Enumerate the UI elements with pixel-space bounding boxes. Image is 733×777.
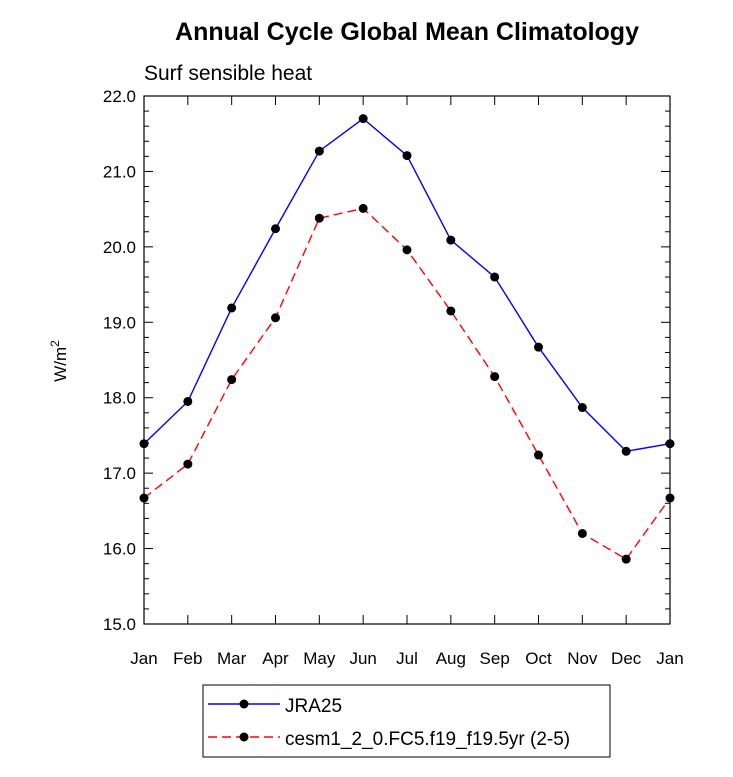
data-point — [227, 375, 237, 385]
plot-frame — [143, 95, 671, 625]
data-point — [577, 403, 587, 413]
data-point — [534, 342, 543, 352]
y-tick-label: 15.0 — [103, 615, 136, 634]
y-axis-label-superscript: 2 — [48, 340, 62, 347]
data-point — [665, 493, 675, 503]
data-point — [314, 213, 324, 223]
data-point — [490, 372, 500, 382]
legend-marker-1 — [239, 732, 249, 742]
x-tick-label: Apr — [262, 649, 289, 668]
data-point — [183, 459, 193, 469]
x-tick-label: Sep — [480, 649, 510, 668]
series-line-0 — [143, 117, 671, 453]
data-point — [139, 493, 149, 503]
legend: JRA25 cesm1_2_0.FC5.f19_f19.5yr (2-5) — [208, 696, 570, 750]
y-tick-label: 18.0 — [103, 389, 136, 408]
legend-label-jra25: JRA25 — [285, 696, 342, 717]
data-point — [621, 446, 631, 456]
series-line-1 — [143, 207, 671, 561]
data-point — [139, 439, 149, 449]
x-tick-label: Aug — [436, 649, 466, 668]
data-point — [358, 203, 368, 213]
legend-marker-0 — [239, 699, 249, 709]
data-point — [446, 306, 456, 316]
data-point — [314, 146, 324, 156]
x-tick-label: Jun — [349, 649, 376, 668]
x-tick-label: May — [303, 649, 336, 668]
chart-subtitle: Surf sensible heat — [144, 62, 312, 85]
x-tick-label: Mar — [217, 649, 247, 668]
data-point — [446, 235, 456, 245]
y-tick-label: 17.0 — [103, 464, 136, 483]
x-tick-label: Jan — [656, 649, 683, 668]
data-point — [271, 313, 280, 323]
data-point — [577, 528, 587, 538]
data-point — [402, 245, 412, 255]
data-point — [227, 303, 237, 313]
x-tick-label: Jan — [130, 649, 157, 668]
x-tick-label: Dec — [611, 649, 642, 668]
y-tick-label: 22.0 — [103, 87, 136, 106]
chart-title: Annual Cycle Global Mean Climatology — [175, 18, 639, 46]
x-tick-label: Jul — [396, 649, 418, 668]
y-axis-label: W/m2 — [48, 340, 70, 382]
data-point — [534, 450, 543, 460]
plot-area: 15.0 16.0 17.0 18.0 19.0 20.0 21.0 22.0 Jan Feb Ma… — [103, 87, 684, 668]
data-point — [358, 114, 368, 124]
y-tick-label: 20.0 — [103, 238, 136, 257]
x-tick-label: Feb — [173, 649, 202, 668]
data-point — [271, 224, 280, 234]
legend-label-cesm: cesm1_2_0.FC5.f19_f19.5yr (2-5) — [285, 729, 570, 750]
x-tick-label: Nov — [567, 649, 598, 668]
data-point — [490, 272, 500, 282]
data-point — [665, 439, 675, 449]
data-point — [183, 396, 193, 406]
legend-box — [202, 684, 611, 758]
y-axis-label-text: W/m — [51, 347, 70, 382]
y-tick-label: 19.0 — [103, 313, 136, 332]
x-tick-label: Oct — [525, 649, 552, 668]
y-tick-label: 16.0 — [103, 540, 136, 559]
data-point — [402, 151, 412, 161]
data-point — [621, 554, 631, 564]
y-tick-label: 21.0 — [103, 162, 136, 181]
